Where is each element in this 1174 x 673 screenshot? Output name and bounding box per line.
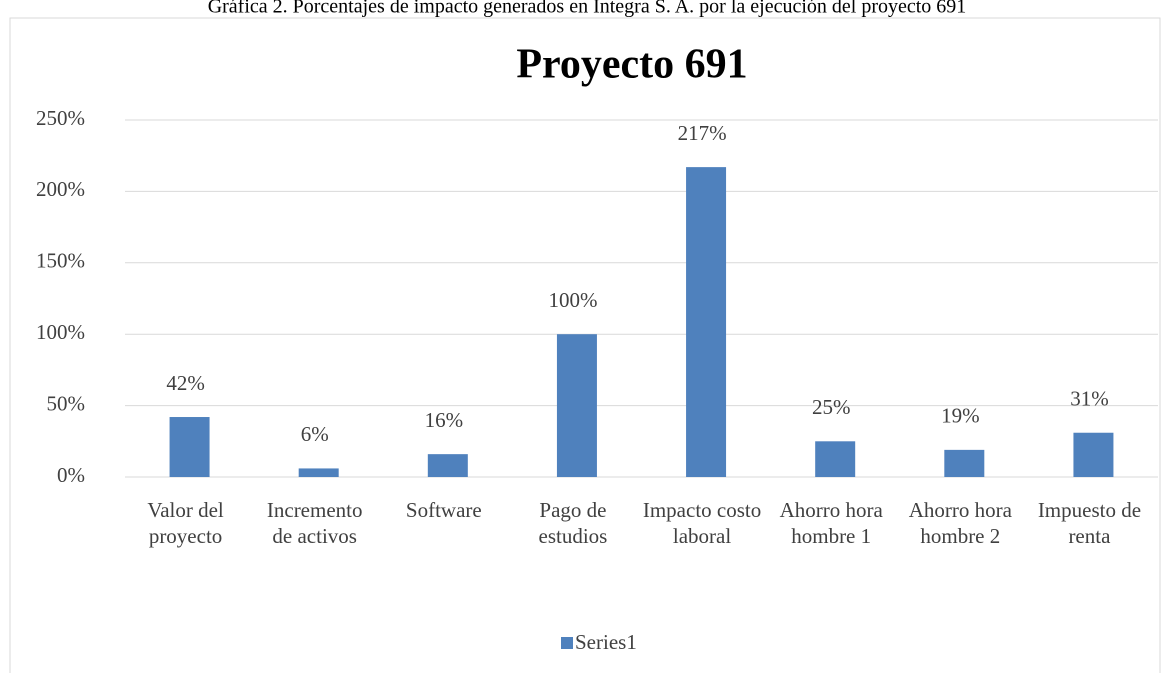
y-tick-label: 150% [36,249,85,273]
bar [427,454,468,477]
bar [1073,432,1114,477]
bar [944,449,985,477]
caption: Gráfica 2. Porcentajes de impacto genera… [208,0,967,18]
x-tick-label: Ahorro hora hombre 1 [779,498,883,548]
y-tick-label: 200% [36,177,85,201]
data-label: 42% [166,371,205,395]
data-label: 16% [425,408,464,432]
x-tick-label: Pago de estudios [538,498,608,548]
x-tick-label: Impacto costo laboral [642,498,762,548]
bar [169,417,210,477]
legend-label: Series1 [575,630,637,654]
data-label: 100% [548,288,597,312]
bar [686,167,727,477]
data-label: 217% [678,121,727,145]
data-label: 19% [941,404,980,428]
x-tick-label: Impuesto de renta [1037,498,1142,548]
x-tick-label: Ahorro hora hombre 2 [908,498,1012,548]
bar [815,441,856,477]
data-label: 25% [812,395,851,419]
x-tick-label: Valor del proyecto [147,498,224,548]
data-label: 6% [301,422,329,446]
y-tick-label: 100% [36,320,85,344]
x-tick-label: Software [405,498,482,522]
y-tick-label: 50% [47,391,86,415]
y-tick-label: 250% [36,106,85,130]
bar [298,468,339,477]
bar [556,334,597,477]
data-label: 31% [1070,387,1109,411]
x-tick-label: Incremento de activos [266,498,363,548]
chart-title: Proyecto 691 [516,42,747,88]
legend-swatch [561,637,573,649]
y-tick-label: 0% [57,463,85,487]
